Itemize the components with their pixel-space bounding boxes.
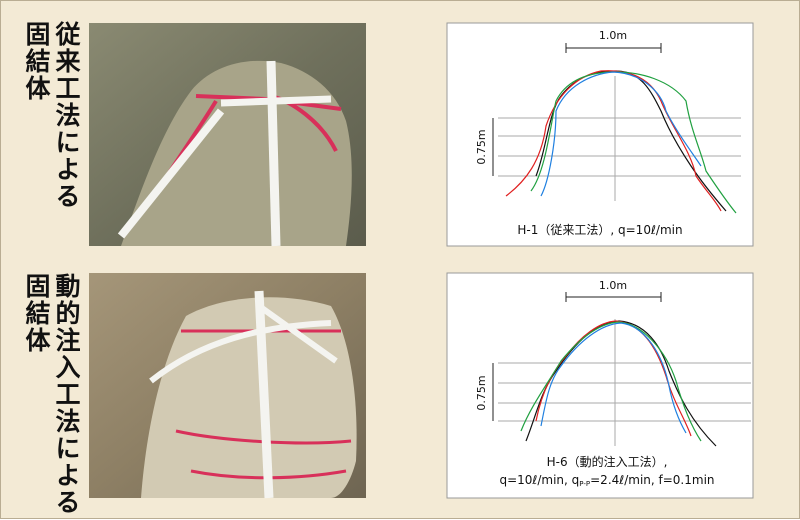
- scale-width: 1.0m: [599, 279, 627, 292]
- scale-height: 0.75m: [475, 375, 488, 410]
- photo-1: [89, 23, 366, 247]
- caption: H-6（動的注入工法）,: [547, 454, 668, 469]
- profile-2: 1.0m 0.75m H-6（動的注入工法）, q=10ℓ/min, qP-P=…: [446, 272, 754, 499]
- caption-prefix: q=10ℓ/min, q: [499, 473, 579, 487]
- panel-label: 動的注入工法による: [52, 273, 81, 516]
- ruler: [117, 108, 225, 239]
- curve: [540, 322, 687, 434]
- scale-bar: [565, 43, 662, 53]
- grid: [498, 319, 751, 446]
- panel-label: 固結体: [22, 21, 51, 102]
- panel-label: 固結体: [22, 273, 51, 354]
- photo-2: [89, 273, 366, 499]
- panel-label: 従来工法による: [52, 21, 81, 210]
- scale-width: 1.0m: [599, 29, 627, 42]
- curve: [505, 70, 722, 212]
- scale-height: 0.75m: [475, 129, 488, 164]
- curve: [520, 321, 702, 442]
- caption: H-1（従来工法）, q=10ℓ/min: [517, 223, 682, 237]
- ruler: [220, 95, 332, 107]
- ruler: [254, 290, 274, 499]
- caption-suffix: =2.4ℓ/min, f=0.1min: [590, 473, 714, 487]
- scale-bar: [565, 292, 662, 302]
- profile-1: 1.0m 0.75m H-1（従来工法）, q=10ℓ/min: [446, 22, 754, 247]
- profile-curves: [505, 70, 737, 214]
- curve: [530, 71, 737, 214]
- grid: [498, 76, 741, 201]
- ruler: [149, 320, 332, 384]
- rock: [141, 297, 357, 498]
- ruler: [266, 60, 281, 247]
- profile-curves: [520, 320, 717, 447]
- caption-formula: q=10ℓ/min, qP-P=2.4ℓ/min, f=0.1min: [499, 473, 714, 488]
- ruler: [257, 303, 338, 364]
- profile-box: [446, 272, 754, 499]
- caption-subscript: P-P: [579, 480, 590, 488]
- profile-box: [446, 22, 754, 247]
- curve: [540, 71, 702, 197]
